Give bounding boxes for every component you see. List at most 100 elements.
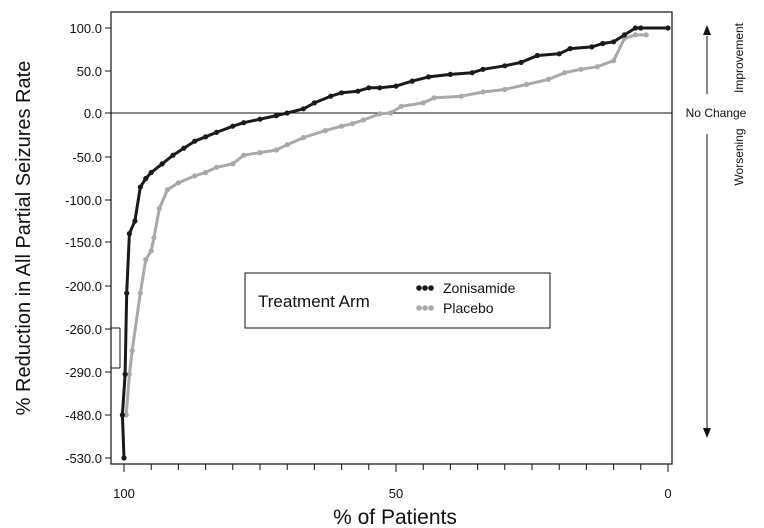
zonisamide-point xyxy=(339,90,345,96)
zonisamide-point xyxy=(426,74,432,80)
zonisamide-point xyxy=(377,85,383,91)
zonisamide-point xyxy=(611,39,617,45)
y-tick-label: -260.0 xyxy=(65,322,102,337)
y-tick-label: -150.0 xyxy=(65,235,102,250)
zonisamide-point xyxy=(355,88,361,94)
y-tick-label: 0.0 xyxy=(84,106,102,121)
y-tick-label: 100.0 xyxy=(69,21,102,36)
placebo-point xyxy=(273,147,279,153)
improvement-arrow-head xyxy=(703,25,711,35)
series-layer xyxy=(119,25,671,461)
legend: Treatment Arm Zonisamide Placebo xyxy=(244,272,551,329)
zonisamide-point xyxy=(192,138,198,144)
zonisamide-point xyxy=(480,66,486,72)
zonisamide-legend-marker xyxy=(428,285,434,291)
zonisamide-legend-label: Zonisamide xyxy=(443,280,516,296)
y-tick-label: -290.0 xyxy=(65,365,102,380)
zonisamide-point xyxy=(257,116,263,122)
x-axis-ticks: 100 50 0 xyxy=(113,464,672,501)
placebo-point xyxy=(322,128,328,134)
placebo-point xyxy=(123,412,129,418)
zonisamide-point xyxy=(567,46,573,52)
zonisamide-point xyxy=(589,44,595,50)
placebo-line xyxy=(124,33,648,417)
zonisamide-point xyxy=(273,113,279,119)
zonisamide-point xyxy=(126,231,132,237)
zonisamide-point xyxy=(300,106,307,112)
placebo-legend-marker xyxy=(416,305,422,311)
no-change-label: No Change xyxy=(686,106,747,120)
zonisamide-point xyxy=(159,161,165,167)
zonisamide-point xyxy=(124,290,130,296)
zonisamide-point xyxy=(502,63,508,69)
y-tick-label: -530.0 xyxy=(65,451,102,466)
placebo-point xyxy=(594,64,600,70)
placebo-point xyxy=(284,142,290,148)
placebo-legend-marker xyxy=(422,305,428,311)
x-tick-label: 50 xyxy=(389,486,403,501)
placebo-point xyxy=(398,103,404,109)
placebo-point xyxy=(164,187,171,193)
placebo-point xyxy=(611,58,617,64)
zonisamide-point xyxy=(143,175,149,182)
placebo-point xyxy=(143,257,149,263)
zonisamide-point xyxy=(518,59,524,65)
placebo-point xyxy=(578,66,584,72)
placebo-point xyxy=(545,76,551,82)
placebo-point xyxy=(137,290,143,296)
zonisamide-legend-marker xyxy=(416,285,422,291)
x-axis-title: % of Patients xyxy=(333,506,457,528)
y-axis-title: % Reduction in All Partial Seizures Rate xyxy=(13,61,35,416)
placebo-point xyxy=(175,180,181,186)
legend-box xyxy=(244,272,551,329)
zonisamide-point xyxy=(137,184,143,190)
placebo-legend-marker xyxy=(428,305,434,311)
placebo-point xyxy=(213,164,220,170)
zonisamide-point xyxy=(121,455,127,461)
placebo-point xyxy=(129,347,135,354)
placebo-point xyxy=(241,152,247,158)
zonisamide-point xyxy=(534,52,541,59)
zonisamide-point xyxy=(241,120,247,126)
y-axis-ticks: 100.0 50.0 0.0 -50.0 -100.0 -150.0 -200.0 -260.… xyxy=(65,21,111,466)
zonisamide-point xyxy=(632,25,639,31)
placebo-point xyxy=(643,32,649,38)
placebo-point xyxy=(632,32,639,38)
placebo-point xyxy=(431,95,437,101)
zonisamide-point xyxy=(213,129,220,135)
placebo-point xyxy=(300,135,307,141)
y-tick-label: 50.0 xyxy=(77,64,102,79)
y-tick-label: -100.0 xyxy=(65,193,102,208)
placebo-point xyxy=(458,93,464,99)
placebo-point xyxy=(524,81,530,87)
x-tick-label: 0 xyxy=(664,486,671,501)
placebo-point xyxy=(257,150,263,156)
zonisamide-point xyxy=(447,71,453,77)
zonisamide-point xyxy=(230,123,236,129)
worsening-label: Worsening xyxy=(732,128,746,185)
zonisamide-point xyxy=(181,145,187,151)
placebo-point xyxy=(126,371,132,377)
zonisamide-point xyxy=(284,110,290,116)
zonisamide-point xyxy=(328,93,334,99)
zonisamide-legend-marker xyxy=(422,285,428,291)
placebo-point xyxy=(339,123,345,129)
placebo-legend-label: Placebo xyxy=(443,300,494,316)
placebo-point xyxy=(360,117,366,123)
placebo-point xyxy=(502,86,508,93)
zonisamide-point xyxy=(122,371,128,377)
legend-title: Treatment Arm xyxy=(258,292,370,311)
zonisamide-point xyxy=(409,78,415,84)
zonisamide-point xyxy=(148,169,154,176)
zonisamide-point xyxy=(556,51,562,57)
zonisamide-point xyxy=(621,32,628,38)
plot-frame xyxy=(110,11,673,465)
zonisamide-point xyxy=(132,218,138,224)
legend-items: Zonisamide Placebo xyxy=(416,280,516,316)
placebo-point xyxy=(480,89,486,95)
placebo-point xyxy=(388,110,394,116)
zonisamide-point xyxy=(469,70,475,76)
zonisamide-point xyxy=(638,25,644,31)
zonisamide-line xyxy=(120,26,670,460)
